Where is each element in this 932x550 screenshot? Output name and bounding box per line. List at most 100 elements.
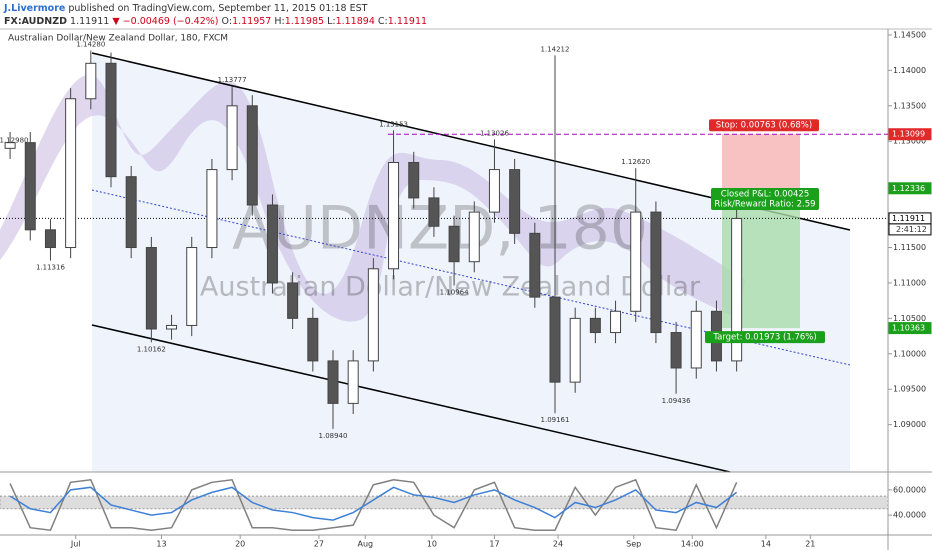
price-annotation: 1.12620	[621, 158, 650, 166]
candle-body	[206, 169, 218, 249]
candle-body	[65, 98, 77, 249]
candle-body	[226, 105, 238, 171]
cloud	[0, 74, 745, 322]
candle-body	[408, 161, 420, 199]
y-tick-label: 1.10500	[893, 314, 926, 323]
price-annotation: 1.09436	[662, 397, 691, 405]
y-tick-label: 1.10000	[893, 349, 926, 358]
low-label: L:	[327, 16, 336, 27]
target-marker-bg	[888, 322, 932, 335]
candle-body	[670, 332, 682, 369]
candle-body	[347, 360, 359, 404]
stop-label-bg	[709, 119, 819, 132]
y-tick-label: 1.13500	[893, 101, 926, 110]
candle-body	[186, 247, 198, 326]
price-annotation: 1.14280	[76, 41, 105, 49]
x-tick-label: 13	[156, 540, 166, 549]
candle-body	[388, 161, 400, 270]
target-label-bg	[705, 331, 825, 344]
x-tick-label: 14:00	[681, 540, 704, 549]
osc-line	[9, 486, 738, 521]
y-tick-label: 1.11500	[893, 243, 926, 252]
watermark-sub: Australian Dollar/New Zealand Dollar	[200, 272, 701, 303]
candle-body	[287, 282, 299, 319]
watermark: AUDNZD, 180	[232, 194, 648, 264]
candle-body	[448, 225, 460, 263]
candle-body	[731, 217, 743, 362]
candle-body	[589, 317, 601, 334]
stop-marker: 1.13099	[892, 130, 925, 139]
last: 1.11911	[70, 16, 109, 27]
x-tick-label: Sep	[626, 540, 641, 549]
header-line-1: J.Livermore published on TradingView.com…	[3, 3, 368, 14]
price-annotation: 1.08940	[319, 432, 348, 440]
x-tick-label: 27	[314, 540, 324, 549]
candle-body	[428, 197, 440, 227]
stop-label: Stop: 0.00763 (0.68%)	[716, 121, 812, 131]
candle-body	[24, 142, 36, 231]
candle-body	[85, 62, 97, 100]
chart-title: Australian Dollar/New Zealand Dollar, 18…	[8, 34, 228, 44]
author: J.Livermore	[3, 3, 65, 14]
candle-body	[650, 211, 662, 334]
pnl-bg	[711, 188, 819, 210]
price-annotation: 1.10162	[137, 345, 166, 353]
price-annotation: 1.14212	[541, 45, 570, 53]
price-annotation: 1.09161	[541, 416, 570, 424]
candle-body	[529, 232, 541, 298]
y-tick-label: 1.11000	[893, 278, 926, 287]
price-annotation: 1.12980	[0, 137, 28, 145]
channel-fill	[92, 53, 850, 472]
candle-body	[246, 105, 258, 206]
entry-marker-bg	[888, 182, 932, 195]
close-label: C:	[378, 16, 388, 27]
symbol: FX:AUDNZD	[4, 16, 67, 27]
candle-body	[327, 360, 339, 404]
candle-body	[690, 310, 702, 369]
candle-body	[549, 296, 561, 383]
channel-lower	[91, 324, 731, 473]
target-marker: 1.10363	[892, 324, 925, 333]
y-tick-label: 1.13000	[893, 137, 926, 146]
y-tick-label: 1.09000	[893, 420, 926, 429]
candle-body	[307, 317, 319, 362]
high: 1.11985	[285, 16, 324, 27]
pnl-label: Closed P&L: 0.00425	[721, 190, 809, 200]
price-annotation: 1.11316	[36, 264, 65, 272]
x-tick-label: 17	[489, 540, 499, 549]
low: 1.11894	[336, 16, 375, 27]
price-annotation: 1.13153	[379, 120, 408, 128]
countdown: 2:41:12	[896, 225, 927, 234]
rr-label: Risk/Reward Ratio: 2.59	[714, 200, 815, 210]
candle-body	[468, 211, 480, 263]
y-tick-label: 1.14500	[893, 30, 926, 39]
price-annotation: 1.13026	[480, 129, 509, 137]
x-tick-label: Jul	[70, 540, 81, 549]
high-label: H:	[274, 16, 284, 27]
y-tick-label: 1.14000	[893, 66, 926, 75]
last-price-marker: 1.11911	[892, 214, 925, 223]
candle-body	[105, 62, 117, 178]
osc-tick-label: 60.0000	[893, 485, 926, 494]
open-label: O:	[222, 16, 233, 27]
candle-body	[509, 169, 521, 234]
published: published on TradingView.com, September …	[68, 3, 367, 14]
candle-body	[569, 317, 581, 383]
candle-body	[367, 268, 379, 362]
target-label: Target: 0.01973 (1.76%)	[712, 333, 816, 343]
y-tick-label: 1.09500	[893, 385, 926, 394]
price-annotation: 1.13777	[218, 76, 247, 84]
candle-body	[44, 229, 56, 249]
stop-zone	[722, 134, 800, 189]
x-tick-label: Aug	[357, 540, 373, 549]
osc-tick-label: 40.0000	[893, 511, 926, 520]
candle-body	[266, 204, 278, 284]
candle-body	[125, 176, 137, 249]
change: ▼ −0.00469 (−0.42%)	[112, 16, 218, 27]
x-tick-label: 24	[553, 540, 563, 549]
x-tick-label: 14	[761, 540, 771, 549]
stop-marker-bg	[888, 128, 932, 141]
candle-body	[488, 169, 500, 213]
candle-body	[4, 142, 16, 149]
